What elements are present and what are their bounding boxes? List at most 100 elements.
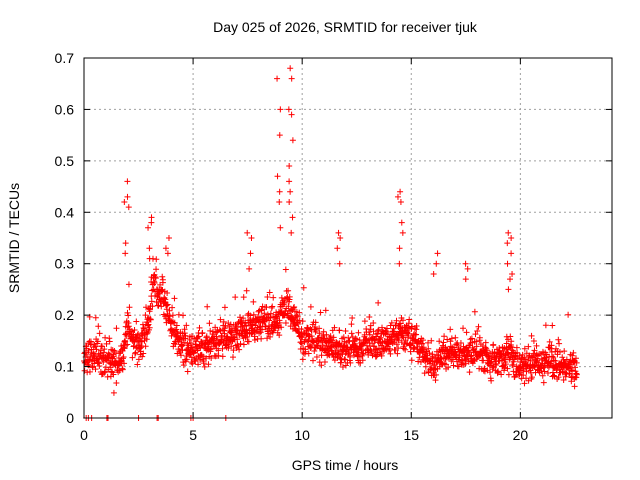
data-point: [201, 363, 208, 370]
data-point: [147, 316, 154, 323]
data-point: [246, 265, 253, 272]
data-point: [402, 346, 409, 353]
data-point: [106, 338, 113, 345]
data-point: [143, 329, 150, 336]
data-point: [559, 354, 566, 361]
data-point: [151, 280, 158, 287]
data-point: [373, 353, 380, 360]
data-point: [240, 341, 247, 348]
data-point: [525, 343, 532, 350]
data-point: [215, 352, 222, 359]
data-point: [323, 331, 330, 338]
data-point: [86, 368, 93, 375]
data-point: [183, 356, 190, 363]
data-point: [139, 353, 146, 360]
data-point: [229, 354, 236, 361]
data-point: [429, 351, 436, 358]
data-point: [287, 65, 294, 72]
data-point: [444, 336, 451, 343]
y-axis-label: SRMTID / TECUs: [6, 183, 22, 293]
data-point: [479, 352, 486, 359]
data-point: [541, 368, 548, 375]
data-point: [508, 338, 515, 345]
data-point: [96, 330, 103, 337]
data-point: [555, 374, 562, 381]
data-point: [219, 345, 226, 352]
data-point: [197, 345, 204, 352]
data-point: [486, 362, 493, 369]
data-point: [285, 106, 292, 113]
data-point: [447, 326, 454, 333]
data-point: [407, 348, 414, 355]
data-point: [237, 340, 244, 347]
data-point: [490, 341, 497, 348]
data-point: [110, 371, 117, 378]
data-point: [472, 331, 479, 338]
data-point: [549, 369, 556, 376]
y-tick-label: 0.3: [55, 256, 75, 272]
data-point: [264, 311, 271, 318]
data-point: [121, 338, 128, 345]
data-point: [561, 348, 568, 355]
data-point: [540, 379, 547, 386]
y-tick-label: 0.5: [55, 153, 75, 169]
data-point: [462, 260, 469, 267]
data-point: [456, 354, 463, 361]
data-point: [489, 364, 496, 371]
y-tick-label: 0.7: [55, 50, 75, 66]
data-point: [342, 327, 349, 334]
data-point: [378, 342, 385, 349]
data-point: [125, 323, 132, 330]
data-point: [291, 303, 298, 310]
data-point: [542, 322, 549, 329]
data-point: [228, 328, 235, 335]
data-point: [125, 204, 132, 211]
data-point: [180, 339, 187, 346]
data-point: [255, 308, 262, 315]
data-point: [165, 235, 172, 241]
data-point: [135, 356, 142, 363]
data-point: [198, 338, 205, 345]
data-point: [498, 371, 505, 378]
y-tick-label: 0.2: [55, 307, 75, 323]
data-point: [122, 342, 129, 349]
data-point: [121, 360, 128, 367]
data-point: [263, 304, 270, 311]
data-point: [307, 303, 314, 310]
data-point: [495, 368, 502, 375]
data-point: [225, 320, 232, 327]
data-point: [349, 314, 356, 321]
data-point: [125, 281, 132, 288]
data-point: [313, 342, 320, 349]
data-point: [549, 322, 556, 329]
data-point: [475, 323, 482, 330]
data-point: [195, 361, 202, 368]
data-point: [508, 344, 515, 351]
data-point: [396, 260, 403, 267]
data-point: [513, 344, 520, 351]
data-point: [147, 316, 154, 323]
data-point: [516, 371, 523, 378]
data-point: [395, 337, 402, 344]
data-point: [510, 361, 517, 368]
data-point: [372, 337, 379, 344]
data-point: [550, 372, 557, 379]
data-point: [158, 303, 165, 310]
data-point: [95, 323, 102, 330]
axis-ticks: 0 0.1 0.2 0.3 0.4 0.5 0.6 0.7 0 5 10 15 20: [55, 50, 612, 443]
data-point: [546, 338, 553, 345]
data-point: [205, 361, 212, 368]
data-point: [146, 255, 153, 262]
data-point: [460, 325, 467, 332]
data-point: [206, 320, 213, 327]
data-point: [276, 132, 283, 139]
x-tick-label: 10: [294, 427, 310, 443]
data-point: [143, 336, 150, 343]
data-point: [264, 293, 271, 300]
data-point: [471, 308, 478, 315]
data-point: [366, 313, 373, 320]
data-point: [299, 318, 306, 325]
y-tick-label: 0.6: [55, 101, 75, 117]
data-point: [445, 364, 452, 371]
data-point: [548, 342, 555, 349]
